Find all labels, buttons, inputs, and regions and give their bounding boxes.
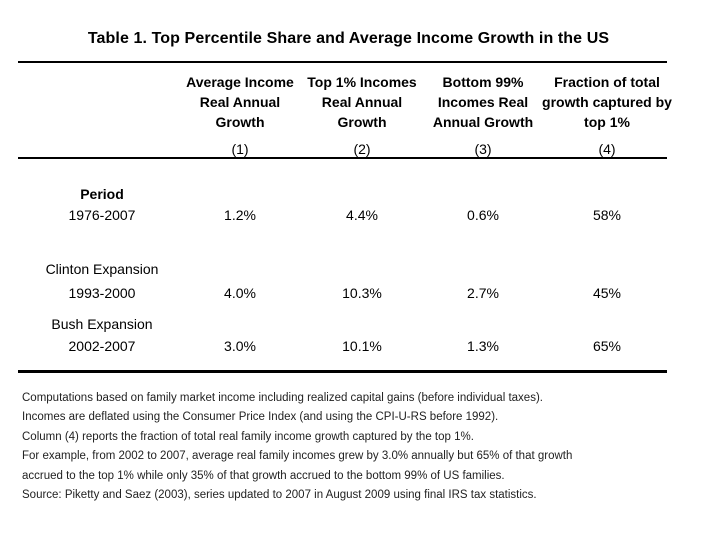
table-value: 3.0% [224,338,256,354]
table-value: 65% [592,338,622,354]
row-label: Period [80,186,124,202]
header-line: top 1% [584,114,630,130]
rule-middle [18,157,667,159]
header-line: Average Income [186,74,294,90]
row-years: 2002-2007 [68,338,136,354]
footnote-line: accrued to the top 1% while only 35% of … [22,469,505,482]
table-value: 2.7% [467,285,499,301]
column-number: (1) [231,141,249,157]
footnote-line: For example, from 2002 to 2007, average … [22,450,573,463]
footnote-line: Incomes are deflated using the Consumer … [22,411,499,424]
header-line: Growth [215,114,265,130]
footnotes: Computations based on family market inco… [22,389,572,505]
table-value: 58% [592,207,622,223]
table-value: 4.0% [224,285,256,301]
header-line: Bottom 99% [442,74,524,90]
header-line: Fraction of total [554,74,660,90]
footnote-line: Column (4) reports the fraction of total… [22,430,474,443]
column-header-bottom99: Bottom 99% Incomes Real Annual Growth (3… [415,72,551,159]
table-value: 10.3% [342,285,382,301]
header-line: Real Annual [199,94,281,110]
row-label: Bush Expansion [51,316,153,332]
row-label: Clinton Expansion [45,261,159,277]
header-line: Annual Growth [432,114,534,130]
column-header-fraction: Fraction of total growth captured by top… [537,72,677,159]
column-number: (3) [474,141,492,157]
table-value: 1.2% [224,207,256,223]
table-value: 4.4% [346,207,378,223]
column-number: (4) [598,141,616,157]
row-years: 1993-2000 [68,285,136,301]
table-title: Table 1. Top Percentile Share and Averag… [87,30,610,47]
table-value: 0.6% [467,207,499,223]
header-line: growth captured by [542,94,672,110]
column-header-top1: Top 1% Incomes Real Annual Growth (2) [294,72,430,159]
rule-top [18,61,667,63]
footnote-line: Computations based on family market inco… [22,392,543,404]
row-years: 1976-2007 [68,207,136,223]
header-line: Real Annual [321,94,403,110]
table-value: 10.1% [342,338,382,354]
rule-bottom [18,370,667,373]
header-line: Top 1% Incomes [307,74,417,90]
column-header-avg-income: Average Income Real Annual Growth (1) [172,72,308,159]
header-line: Incomes Real [437,94,529,110]
header-line: Growth [337,114,387,130]
column-number: (2) [353,141,371,157]
table-value: 45% [592,285,622,301]
footnote-line: Source: Piketty and Saez (2003), series … [22,489,537,502]
table-value: 1.3% [467,338,499,354]
